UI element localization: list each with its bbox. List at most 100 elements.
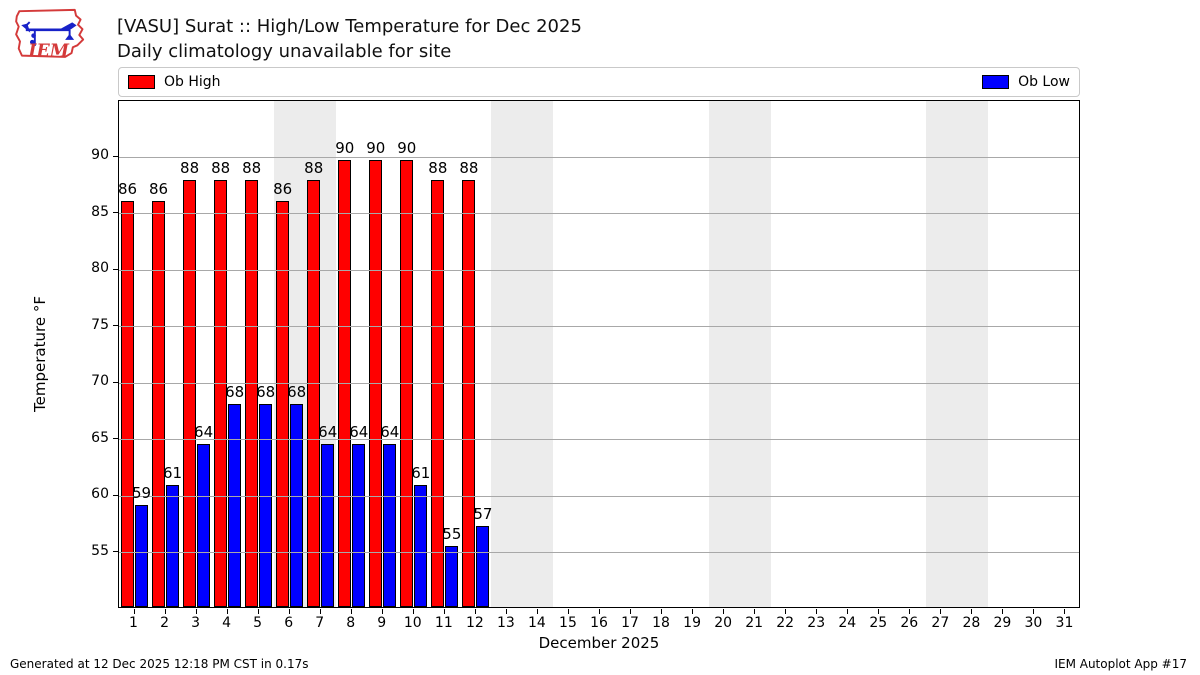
bar-low (290, 403, 304, 607)
bar-value-label-high: 86 (149, 179, 169, 198)
x-tick (319, 609, 321, 614)
x-tick-label: 12 (465, 615, 484, 631)
x-tick (133, 609, 135, 614)
x-tick (878, 609, 880, 614)
x-tick (599, 609, 600, 614)
y-tick-label: 55 (91, 542, 109, 559)
bar-low (259, 403, 273, 607)
y-tick (113, 212, 118, 214)
y-tick (113, 155, 118, 157)
x-tick (381, 609, 383, 614)
footer-app: IEM Autoplot App #17 (1054, 657, 1187, 671)
x-tick-label: 20 (714, 615, 733, 631)
bar-value-label-low: 64 (349, 423, 369, 442)
gridline (119, 495, 1079, 497)
x-tick (785, 609, 787, 614)
bar-value-label-high: 86 (117, 179, 138, 198)
y-tick (113, 268, 118, 270)
weekend-band (925, 101, 988, 607)
y-tick-label: 90 (91, 147, 109, 164)
bar-value-label-high: 88 (459, 159, 479, 178)
bar-value-label-low: 61 (411, 464, 431, 483)
bar-high (245, 180, 259, 607)
x-tick-label: 18 (652, 615, 670, 631)
x-tick (226, 609, 228, 614)
footer-generated: Generated at 12 Dec 2025 12:18 PM CST in… (10, 657, 309, 671)
bar-high (183, 180, 197, 607)
x-tick-label: 6 (284, 615, 294, 631)
x-tick-label: 28 (962, 615, 981, 631)
y-tick (113, 551, 118, 553)
x-tick (754, 609, 756, 614)
gridline (119, 439, 1079, 441)
y-tick (113, 325, 118, 327)
x-tick-label: 3 (191, 615, 201, 631)
gridline (119, 326, 1079, 328)
y-tick-label: 65 (91, 429, 109, 446)
bar-value-label-high: 88 (304, 159, 324, 178)
bar-high (276, 200, 290, 607)
x-tick-label: 8 (346, 615, 356, 631)
weekend-band (708, 101, 771, 607)
gridline (119, 269, 1079, 271)
bar-low (445, 546, 459, 607)
x-tick-label: 30 (1024, 615, 1043, 631)
x-tick (630, 609, 632, 614)
x-tick-label: 1 (129, 615, 138, 631)
x-tick-label: 29 (993, 615, 1012, 631)
bar-low (197, 444, 211, 607)
legend-label-ob-low: Ob Low (1018, 74, 1070, 90)
bar-value-label-low: 68 (256, 382, 276, 401)
x-tick (816, 609, 818, 614)
bar-value-label-low: 55 (442, 525, 462, 544)
gridline (119, 382, 1079, 384)
bar-value-label-high: 88 (428, 159, 448, 178)
y-axis-title: Temperature °F (31, 296, 49, 412)
gridline (119, 213, 1079, 215)
x-tick-label: 7 (315, 615, 325, 631)
bar-low (476, 525, 490, 607)
x-tick-label: 26 (900, 615, 919, 631)
x-tick (443, 609, 445, 614)
bar-value-label-low: 64 (194, 423, 214, 442)
x-tick-label: 27 (931, 615, 950, 631)
x-tick-label: 14 (528, 615, 546, 631)
bar-value-label-low: 59 (131, 484, 152, 503)
x-tick (350, 609, 352, 614)
legend-swatch-ob-low-icon (982, 75, 1010, 89)
legend: Ob High Ob Low (118, 67, 1080, 97)
iem-logo-icon: IEM (15, 8, 85, 61)
bar-low (166, 485, 180, 607)
legend-swatch-ob-high-icon (128, 75, 155, 89)
plot-area: 86 59 86 61 88 64 88 68 88 68 86 68 88 64 90 64 90 64 90 61… (118, 100, 1080, 608)
bar-high (431, 180, 445, 607)
gridline (119, 156, 1079, 158)
x-tick (164, 609, 166, 614)
x-tick-label: 23 (807, 615, 826, 631)
bar-value-label-high: 90 (397, 138, 417, 157)
x-tick (1033, 609, 1035, 614)
x-tick (288, 609, 290, 614)
x-tick (940, 609, 942, 614)
bar-value-label-low: 64 (318, 423, 338, 442)
x-axis-title: December 2025 (538, 634, 660, 652)
y-tick-label: 80 (91, 260, 109, 277)
x-tick (505, 609, 507, 614)
y-tick-label: 75 (91, 316, 109, 333)
x-tick-label: 13 (496, 615, 515, 631)
bar-low (383, 444, 397, 607)
bar-value-label-high: 88 (211, 159, 231, 178)
x-tick (661, 609, 663, 614)
x-tick (723, 609, 725, 614)
bar-value-label-low: 68 (225, 382, 245, 401)
legend-label-ob-high: Ob High (164, 74, 221, 90)
weekend-band (491, 101, 554, 607)
x-tick-label: 9 (377, 615, 387, 631)
weathervane-icon (21, 21, 77, 46)
legend-item-ob-high: Ob High (128, 74, 221, 90)
x-tick-label: 22 (776, 615, 795, 631)
x-tick (567, 609, 569, 614)
x-tick (536, 609, 538, 614)
x-tick (971, 609, 973, 614)
bar-value-label-high: 90 (366, 138, 386, 157)
